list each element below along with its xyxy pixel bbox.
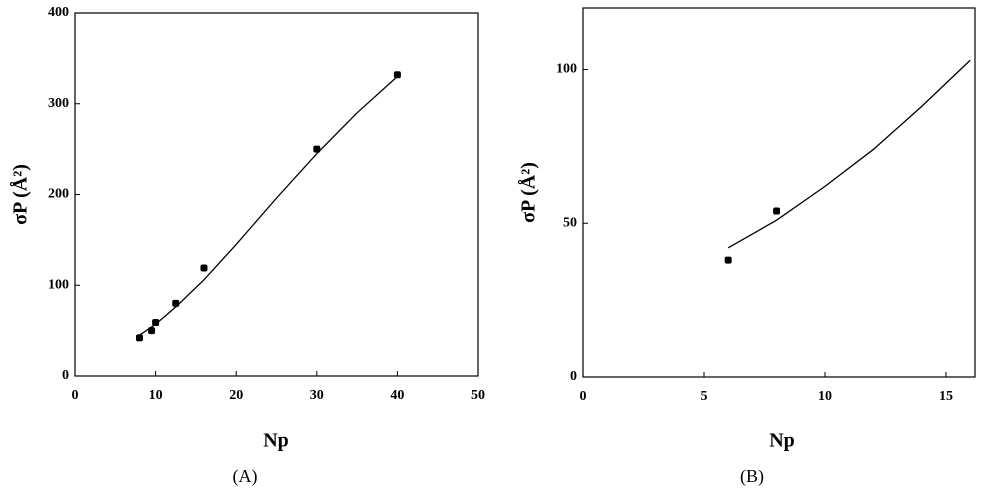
data-point [393, 71, 401, 79]
plot-frame [582, 7, 976, 378]
plot-frame [74, 12, 479, 377]
y-tick-label: 0 [62, 368, 69, 383]
x-tick-label: 40 [390, 388, 404, 403]
x-tick-label: 10 [149, 388, 163, 403]
data-point [152, 318, 160, 326]
data-point [724, 256, 732, 264]
x-tick-label: 10 [818, 389, 832, 404]
x-tick-label: 20 [229, 388, 243, 403]
x-tick-label: 30 [310, 388, 324, 403]
x-tick-label: 50 [471, 388, 485, 403]
data-point [172, 299, 180, 307]
y-tick-label: 100 [48, 277, 69, 292]
data-point [200, 264, 208, 272]
y-tick-label: 300 [48, 96, 69, 111]
y-tick-label: 50 [563, 215, 577, 230]
caption: (A) [233, 466, 258, 487]
x-tick-label: 0 [72, 388, 79, 403]
data-point [773, 207, 781, 215]
y-tick-label: 400 [48, 5, 69, 20]
y-tick-label: 200 [48, 187, 69, 202]
fit-line [727, 59, 971, 249]
data-point [313, 145, 321, 153]
y-tick-label: 0 [570, 369, 577, 384]
x-axis-label: Np [263, 430, 289, 452]
x-tick-label: 15 [939, 389, 953, 404]
x-tick-label: 0 [580, 389, 587, 404]
data-point [135, 334, 143, 342]
caption: (B) [740, 466, 764, 487]
y-axis-label: σP (Å²) [9, 164, 32, 225]
fit-line [139, 76, 398, 336]
x-axis-label: Np [769, 430, 795, 452]
y-tick-label: 100 [556, 62, 577, 77]
y-axis-label: σP (Å²) [517, 162, 540, 223]
data-point [148, 327, 156, 335]
x-tick-label: 5 [700, 389, 707, 404]
